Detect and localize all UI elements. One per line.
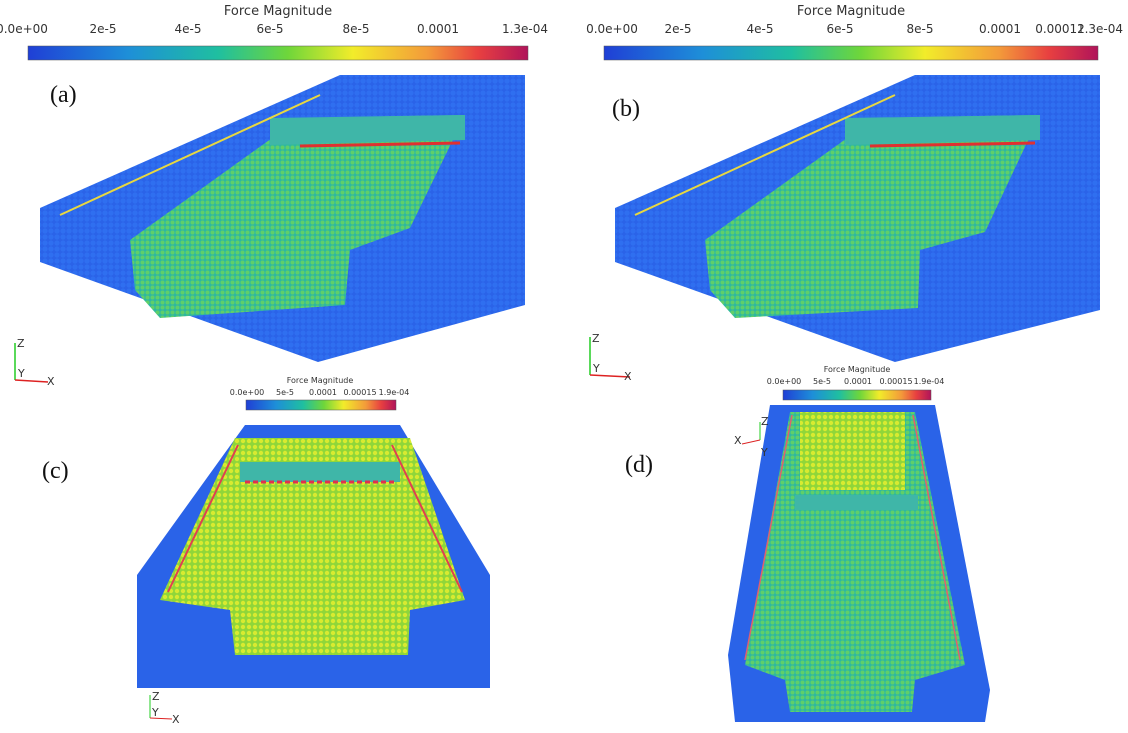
model-edge (391, 444, 463, 593)
colorbar-tick: 0.0e+00 (586, 22, 638, 36)
panel-label: (d) (625, 452, 653, 478)
model-channel-upper (800, 412, 905, 490)
model-bridge (270, 115, 465, 145)
model-hotspot (869, 141, 1036, 148)
panel-b: Force Magnitude 0.0e+00 2e-5 4e-5 6e-5 8… (586, 4, 1123, 383)
colorbar-tick: 5e-5 (276, 388, 294, 397)
colorbar-tick: 0.0001 (979, 22, 1021, 36)
colorbar-tick: 8e-5 (907, 22, 934, 36)
colorbar-tick: 2e-5 (665, 22, 692, 36)
axis-label: Z (592, 332, 600, 345)
colorbar-tick: 0.00015 (343, 388, 376, 397)
colorbar (27, 45, 529, 61)
colorbar-tick: 0.0e+00 (0, 22, 48, 36)
model-bridge (240, 462, 400, 482)
axis-triad: Z Y X (734, 415, 769, 459)
colorbar-tick: 0.0001 (844, 377, 872, 386)
colorbar-tick: 0.0001 (309, 388, 337, 397)
model-edge (744, 414, 793, 661)
colorbar-tick: 8e-5 (343, 22, 370, 36)
axis-label: Y (592, 362, 600, 375)
axis-label: Y (151, 706, 159, 719)
colorbar-tick: 5e-5 (813, 377, 831, 386)
axis-label: Y (17, 367, 25, 380)
panel-label: (a) (50, 82, 77, 108)
panel-label: (b) (612, 96, 640, 122)
colorbar-tick: 0.00015 (879, 377, 912, 386)
colorbar-title: Force Magnitude (287, 376, 354, 385)
colorbar-tick: 1.9e-04 (379, 388, 410, 397)
colorbar-tick: 0.0e+00 (767, 377, 802, 386)
colorbar-title: Force Magnitude (224, 4, 332, 19)
axis-triad: Z Y X (149, 690, 180, 726)
colorbar-title: Force Magnitude (797, 4, 905, 19)
model-edge (167, 444, 239, 593)
colorbar (782, 389, 932, 401)
axis-triad: Z Y X (589, 332, 632, 383)
colorbar-tick: 0.0001 (417, 22, 459, 36)
panel-d-model: (d) Z Y X (625, 405, 990, 722)
model-bridge (845, 115, 1040, 145)
colorbar-tick: 4e-5 (747, 22, 774, 36)
colorbar-tick: 1.3e-04 (502, 22, 548, 36)
model-bridge (795, 495, 918, 510)
colorbar-tick: 0.00012 (1035, 22, 1085, 36)
model-channel (705, 115, 1040, 318)
axis-label: X (734, 434, 742, 447)
axis-triad: Z Y X (14, 337, 55, 388)
model-edge (912, 414, 961, 661)
panel-c-model: (c) Z Y X (42, 425, 490, 726)
colorbar (245, 399, 397, 411)
colorbar-title: Force Magnitude (824, 365, 891, 374)
colorbar-tick: 0.0e+00 (230, 388, 265, 397)
colorbar-tick: 4e-5 (175, 22, 202, 36)
colorbar-tick: 1.3e-04 (1077, 22, 1123, 36)
panel-label: (c) (42, 458, 69, 484)
axis-label: Y (760, 446, 768, 459)
colorbar-tick: 2e-5 (90, 22, 117, 36)
axis-label: X (172, 713, 180, 726)
model-channel (160, 438, 465, 655)
panel-c: Force Magnitude 0.0e+00 5e-5 0.0001 0.00… (230, 376, 410, 411)
model-edge (59, 94, 321, 216)
colorbar-tick: 6e-5 (827, 22, 854, 36)
axis-label: Z (17, 337, 25, 350)
axis-label: Z (761, 415, 769, 428)
axis-label: X (47, 375, 55, 388)
colorbar (603, 45, 1099, 61)
panel-a: Force Magnitude 0.0e+00 2e-5 4e-5 6e-5 8… (0, 4, 548, 388)
model-edge (634, 94, 896, 216)
axis-label: X (624, 370, 632, 383)
colorbar-tick: 6e-5 (257, 22, 284, 36)
colorbar-tick: 1.9e-04 (914, 377, 945, 386)
model-channel (130, 115, 465, 318)
panel-d: Force Magnitude 0.0e+00 5e-5 0.0001 0.00… (767, 365, 945, 401)
axis-label: Z (152, 690, 160, 703)
model-hotspot (299, 141, 461, 148)
